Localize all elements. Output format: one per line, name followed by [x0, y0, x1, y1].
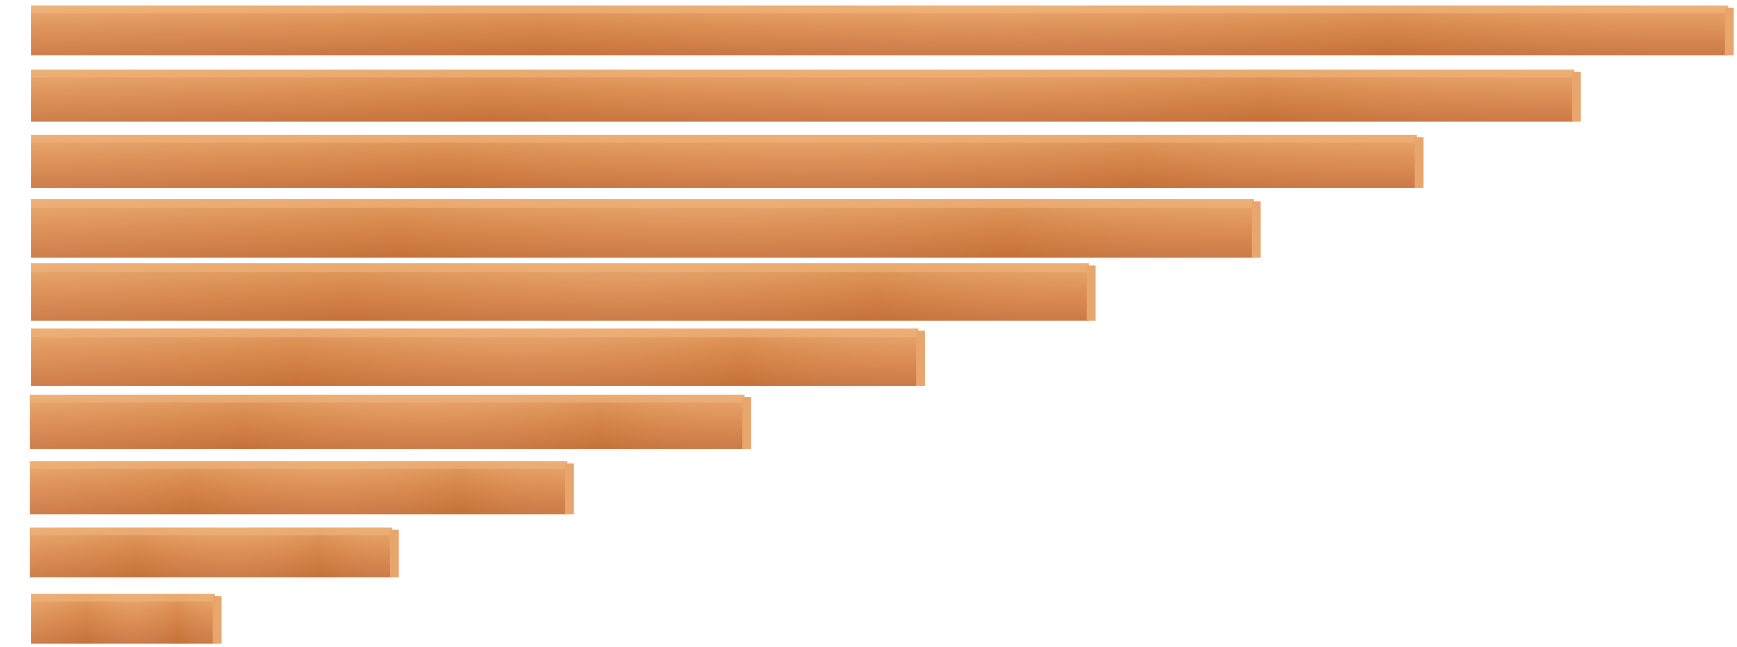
rod [29, 394, 752, 450]
rod-grain [29, 527, 393, 578]
rod [29, 527, 399, 578]
rod-grain [31, 134, 1417, 189]
rod-grain [31, 69, 1575, 122]
rod-top [31, 5, 1729, 14]
rod-end [1571, 71, 1581, 122]
rod-top [31, 134, 1417, 143]
rod-end [1251, 201, 1261, 258]
rod-end [1414, 137, 1424, 189]
rod [31, 134, 1424, 189]
rod-top [31, 328, 919, 338]
rod-top [29, 461, 568, 469]
rod-end [564, 463, 574, 515]
rod-end [1086, 265, 1096, 321]
rod-end [742, 397, 752, 450]
rod-top [31, 199, 1255, 208]
rod [31, 69, 1581, 122]
rod-top [31, 593, 215, 602]
rod [31, 263, 1096, 321]
rod-grain [31, 593, 215, 644]
rod-grain [31, 263, 1089, 321]
rod-grain [29, 394, 745, 450]
rod-end [1724, 7, 1734, 56]
rod [31, 593, 222, 644]
rod-top [31, 69, 1575, 78]
rod-end [916, 330, 925, 386]
rod [31, 199, 1261, 258]
rod-end [212, 596, 222, 644]
rod-grain [31, 5, 1729, 56]
rod-grain [31, 328, 919, 386]
rod [31, 5, 1734, 56]
rod-top [29, 527, 393, 536]
rod-top [31, 263, 1089, 273]
rod-end [389, 529, 399, 578]
rod-grain [31, 199, 1255, 258]
rod-grain [29, 461, 568, 515]
rod [29, 461, 574, 515]
rod-top [29, 394, 745, 403]
rod [31, 328, 925, 386]
